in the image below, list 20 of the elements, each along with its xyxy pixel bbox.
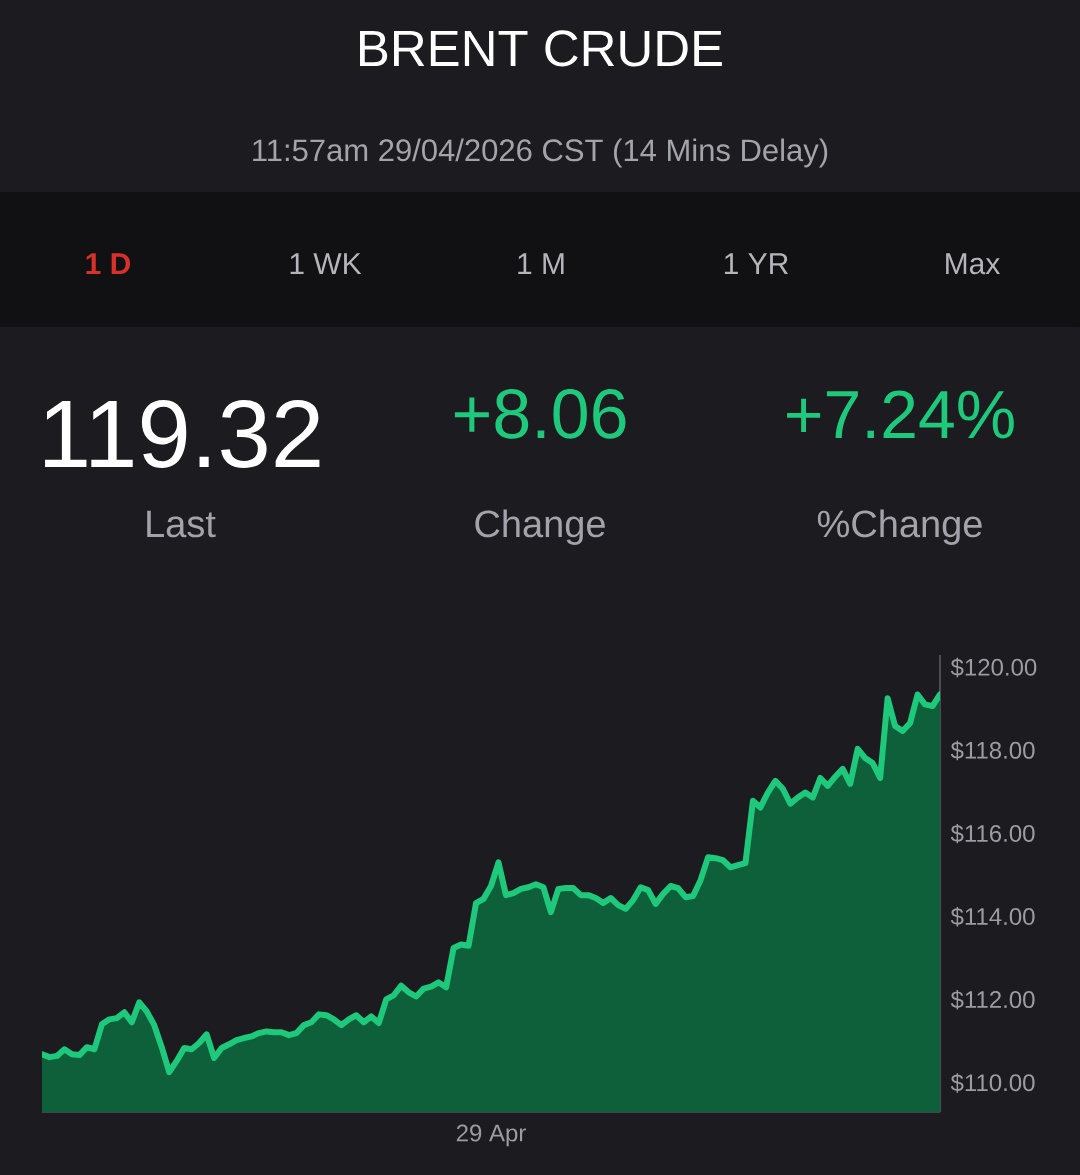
text: 1 WK (290, 253, 362, 274)
text: 1 M (518, 253, 564, 274)
chart-title: BRENT CRUDE (360, 30, 722, 67)
text: +8.06 (454, 389, 626, 439)
y-tick-label: $120.00 (950, 657, 1037, 678)
y-tick-label: $118.00 (950, 740, 1035, 761)
x-tick-label: 29 Apr (456, 1124, 526, 1147)
text: Last (147, 510, 216, 538)
y-tick-label: $114.00 (950, 907, 1035, 927)
text: %Change (817, 509, 982, 545)
text: Change (475, 509, 605, 545)
text: 119.32 (45, 399, 320, 468)
y-tick-label: $110.00 (950, 1073, 1035, 1093)
text: 1 D (86, 253, 131, 274)
text: +7.24% (787, 390, 1014, 439)
text: 1 YR (724, 253, 788, 274)
y-tick-label: $116.00 (950, 823, 1035, 844)
chart-subtitle: 11:57am 29/04/2026 CST (14 Mins Delay) (253, 138, 828, 168)
y-tick-label: $112.00 (950, 990, 1035, 1010)
text: Max (946, 253, 1001, 275)
